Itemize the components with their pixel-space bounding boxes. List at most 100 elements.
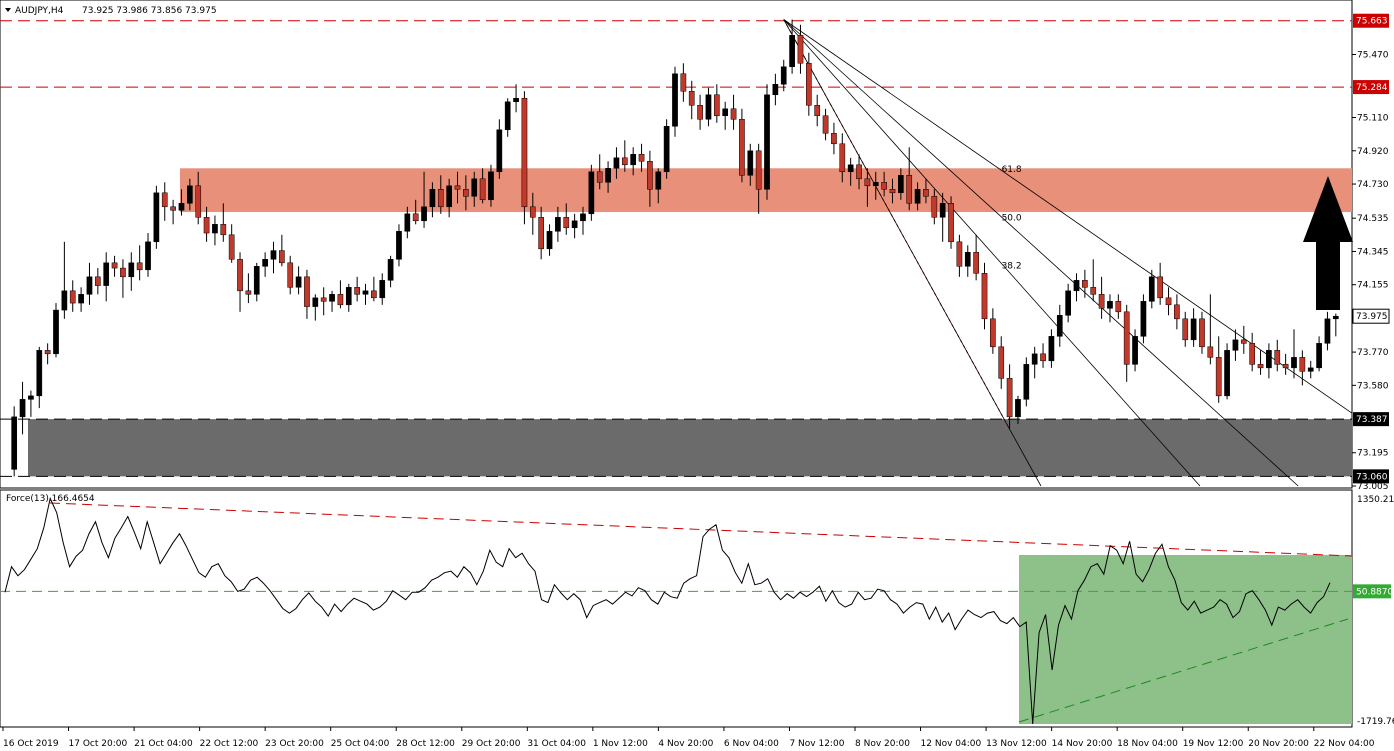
candle <box>429 182 436 218</box>
candle-body <box>822 115 829 134</box>
candle-body <box>605 168 611 183</box>
candle-body <box>705 94 712 120</box>
force-up-trendline <box>1018 618 1349 723</box>
candle <box>1065 283 1071 323</box>
candle <box>780 59 787 92</box>
candle-body <box>1090 287 1097 295</box>
candle-body <box>638 154 645 162</box>
current-price-label: 73.975 <box>1356 312 1388 322</box>
candle-body <box>1190 318 1197 341</box>
candle-body <box>1274 350 1281 365</box>
candle-body <box>337 294 344 306</box>
force-panel: Force(13) 166.4654 <box>0 489 1353 728</box>
candle <box>1115 294 1122 319</box>
candle-body <box>1299 357 1306 372</box>
collapse-triangle-icon[interactable] <box>5 8 11 12</box>
candle <box>304 269 310 319</box>
candle <box>914 182 921 211</box>
candle <box>1006 364 1013 430</box>
candle <box>279 234 285 267</box>
candle-body <box>161 192 168 208</box>
time-tick-label: 22 Oct 12:00 <box>200 739 259 749</box>
candle <box>111 255 118 277</box>
candle <box>178 189 185 216</box>
price-level-box <box>1353 469 1389 484</box>
candle <box>563 203 570 235</box>
price-tick-label: 73.580 <box>1357 381 1389 391</box>
candle-body <box>655 171 662 190</box>
candle-body <box>647 161 653 190</box>
candle-body <box>320 297 327 302</box>
candle <box>805 52 812 116</box>
candle-body <box>212 224 218 234</box>
candle-body <box>630 154 637 166</box>
price-tick-label: 73.770 <box>1357 348 1389 358</box>
candle-body <box>898 175 904 194</box>
candle-body <box>404 213 411 232</box>
candle <box>354 276 360 302</box>
candle <box>287 255 294 295</box>
price-panel: 61.8 50.0 38.2 AUDJPY,H4 73.925 73.986 73.… <box>0 0 1353 489</box>
price-panel-frame <box>0 0 1353 489</box>
candle <box>630 147 637 176</box>
candle <box>161 182 168 221</box>
candle-body <box>111 262 118 269</box>
time-tick-label: 17 Oct 20:00 <box>69 739 128 749</box>
price-axis: 75.663 75.284 73.387 73.060 75.470 75.110 74.9… <box>1352 13 1390 492</box>
candle-body <box>1115 301 1122 313</box>
candle <box>479 168 486 204</box>
candle <box>195 171 202 225</box>
candle <box>663 119 670 179</box>
candle <box>78 287 84 312</box>
candle <box>839 133 846 183</box>
candle <box>19 381 26 435</box>
candle-body <box>914 189 921 204</box>
candle <box>1332 313 1339 337</box>
price-level-box <box>1353 80 1389 95</box>
candle-body <box>1148 276 1155 302</box>
candle <box>998 336 1005 389</box>
candle <box>437 175 444 214</box>
candle-body <box>939 203 946 218</box>
candle-body <box>621 157 628 166</box>
candle-body <box>128 262 135 278</box>
candle <box>948 196 954 249</box>
force-tick-label: -1719.76 <box>1357 717 1394 727</box>
fan-line <box>783 19 1042 487</box>
candle <box>797 24 804 74</box>
candle-body <box>713 94 720 117</box>
candle-body <box>1140 301 1147 337</box>
candle <box>864 168 871 207</box>
candle-body <box>580 213 586 222</box>
candle <box>1040 343 1046 368</box>
candle-body <box>1082 280 1088 288</box>
candle <box>571 213 578 239</box>
candle <box>680 63 687 102</box>
price-level-label: 75.284 <box>1356 83 1388 93</box>
candle-body <box>906 175 913 204</box>
candle <box>212 215 218 246</box>
candle <box>1307 360 1314 379</box>
candle <box>755 143 762 214</box>
candle-body <box>1307 367 1314 372</box>
candle-body <box>513 98 519 103</box>
candle-body <box>186 185 193 204</box>
candle <box>11 406 18 477</box>
time-tick-label: 13 Nov 12:00 <box>986 739 1047 749</box>
candle <box>488 164 494 207</box>
candle <box>446 178 452 218</box>
candle <box>1015 395 1021 424</box>
time-tick-label: 7 Nov 12:00 <box>789 739 844 749</box>
candle <box>1274 339 1281 372</box>
time-tick-label: 23 Oct 20:00 <box>265 739 324 749</box>
candle-body <box>872 182 879 187</box>
candle-body <box>764 94 770 190</box>
candle-body <box>86 276 93 295</box>
candle-body <box>463 189 469 197</box>
candle <box>228 224 235 263</box>
candle <box>36 346 43 409</box>
candle <box>1316 336 1322 372</box>
candle <box>1048 329 1055 368</box>
candle-body <box>287 262 294 288</box>
